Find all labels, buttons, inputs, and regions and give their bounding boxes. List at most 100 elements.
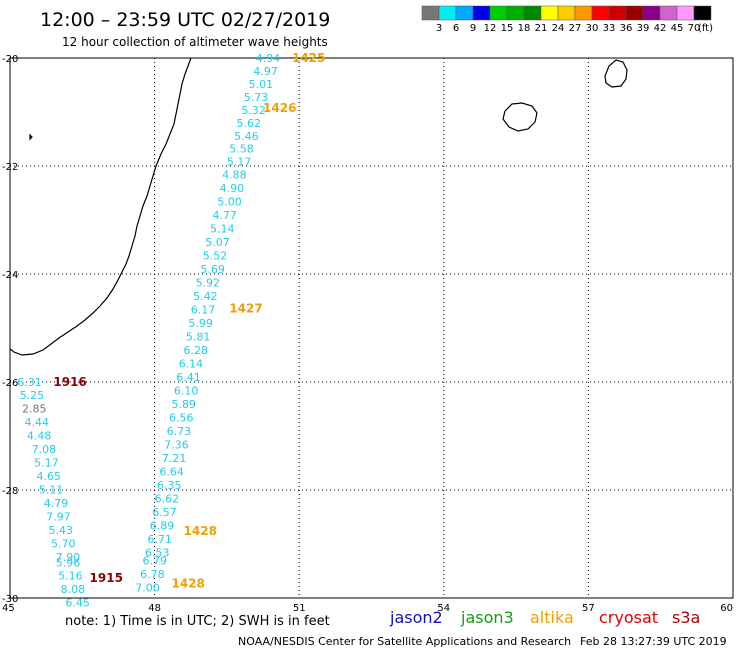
wave-height-label: 5.62 xyxy=(237,117,261,130)
wave-height-label: 7.90 xyxy=(56,551,81,564)
wave-height-label: 5.17 xyxy=(227,156,252,169)
wave-height-label: 4.77 xyxy=(212,209,237,222)
latitude-tick-label: -24 xyxy=(2,270,18,281)
orbit-pass-label: 1428 xyxy=(184,524,217,538)
wave-height-label: 5.89 xyxy=(171,398,196,411)
wave-height-label: 6.28 xyxy=(184,344,209,357)
wave-height-label: 4.94 xyxy=(256,52,281,65)
orbit-track-labels: 1425 1426 1427 1428 1428 1916 1915 xyxy=(53,51,325,590)
colorbar-swatch xyxy=(438,5,457,21)
wave-height-label: 5.73 xyxy=(244,91,269,104)
satellite-legend-jason2: jason2 xyxy=(389,608,443,627)
longitude-tick-label: 54 xyxy=(437,603,450,614)
wave-height-label: 7.00 xyxy=(135,582,160,595)
colorbar-label: 70 xyxy=(688,23,701,34)
colorbar-label: 9 xyxy=(470,23,476,34)
chart-subtitle: 12 hour collection of altimeter wave hei… xyxy=(62,35,328,49)
wave-height-label: 5.01 xyxy=(249,78,274,91)
colorbar-label: 18 xyxy=(518,23,531,34)
orbit-pass-label: 1428 xyxy=(171,576,204,590)
wave-height-label: 4.97 xyxy=(253,65,278,78)
wave-height-label: 6.41 xyxy=(176,371,201,384)
colorbar-swatch xyxy=(421,5,440,21)
wave-height-label: 4.44 xyxy=(24,416,49,429)
colorbar-swatch xyxy=(693,5,712,21)
colorbar-label: 21 xyxy=(535,23,548,34)
longitude-tick-label: 57 xyxy=(582,603,595,614)
wave-height-label: 4.65 xyxy=(37,470,62,483)
wave-height-label: 6.14 xyxy=(179,358,204,371)
colorbar-label: 15 xyxy=(501,23,514,34)
wave-height-label: 5.11 xyxy=(39,483,64,496)
wave-height-label: 4.90 xyxy=(220,182,245,195)
wave-height-label: 6.89 xyxy=(150,520,175,533)
latitude-tick-label: -20 xyxy=(2,54,18,65)
colorbar-swatch xyxy=(472,5,491,21)
wave-height-label: 5.32 xyxy=(241,104,265,117)
wave-height-label: 6.53 xyxy=(145,547,170,560)
orbit-pass-label: 1425 xyxy=(292,51,325,65)
reunion-coastline xyxy=(502,102,538,132)
wave-height-label: 5.42 xyxy=(193,290,218,303)
madagascar-coastline xyxy=(9,57,192,356)
wave-height-label: 5.81 xyxy=(186,331,211,344)
wave-height-label: 7.08 xyxy=(32,443,57,456)
lat-lon-grid xyxy=(10,58,733,598)
satellite-legend: jason2 jason3 altika cryosat s3a xyxy=(389,608,700,627)
wave-height-label: 5.46 xyxy=(234,130,259,143)
wave-height-label: 5.92 xyxy=(196,277,221,290)
wave-height-label: 6.78 xyxy=(140,568,165,581)
wave-height-label: 5.43 xyxy=(49,524,73,537)
colorbar-swatch xyxy=(625,5,644,21)
wave-height-label: 6.79 xyxy=(143,555,168,568)
wave-height-label: 5.70 xyxy=(51,537,76,550)
longitude-tick-label: 51 xyxy=(293,603,306,614)
longitude-tick-label: 48 xyxy=(148,603,161,614)
colorbar-label: 42 xyxy=(654,23,667,34)
latitude-tick-labels: -20 -22 -24 -26 -28 -30 xyxy=(2,54,18,605)
wave-height-label: 6.17 xyxy=(191,304,216,317)
colorbar-swatch xyxy=(489,5,508,21)
orbit-pass-label: 1427 xyxy=(229,302,262,316)
latitude-tick-label: -26 xyxy=(2,378,18,389)
wave-height-label: 5.58 xyxy=(229,143,254,156)
satellite-legend-s3a: s3a xyxy=(672,608,700,627)
wave-height-label: 5.00 xyxy=(217,196,242,209)
wave-height-label: 5.17 xyxy=(34,456,59,469)
mauritius-coastline xyxy=(604,59,628,88)
colorbar-label: 39 xyxy=(637,23,650,34)
colorbar-label: 36 xyxy=(620,23,633,34)
wave-height-label: 7.36 xyxy=(164,439,189,452)
colorbar-label: 12 xyxy=(484,23,497,34)
colorbar-swatch xyxy=(659,5,678,21)
wave-height-label: 7.21 xyxy=(162,452,187,465)
colorbar-legend: 3 6 9 12 15 18 21 24 27 30 33 36 39 42 45 70(ft) xyxy=(421,5,713,34)
wave-height-label: 6.71 xyxy=(147,533,172,546)
colorbar-label: 6 xyxy=(453,23,459,34)
wave-height-label: 5.69 xyxy=(200,263,225,276)
longitude-tick-label: 45 xyxy=(2,603,15,614)
wave-height-label: 6.35 xyxy=(157,479,182,492)
colorbar-swatch xyxy=(455,5,474,21)
satellite-legend-altika: altika xyxy=(530,608,574,627)
colorbar-label: 45 xyxy=(671,23,684,34)
wave-height-label: 5.16 xyxy=(58,569,82,582)
colorbar-swatch xyxy=(506,5,525,21)
colorbar-swatch xyxy=(540,5,559,21)
wave-height-label: 4.88 xyxy=(222,169,247,182)
latitude-tick-label: -22 xyxy=(2,162,18,173)
coastlines xyxy=(9,57,628,356)
longitude-tick-labels: 45 48 51 54 57 60 xyxy=(2,603,733,614)
wave-height-label: 7.97 xyxy=(46,510,71,523)
footnote: note: 1) Time is in UTC; 2) SWH is in fe… xyxy=(65,614,330,629)
chart-title: 12:00 – 23:59 UTC 02/27/2019 xyxy=(40,9,330,31)
latitude-tick-label: -28 xyxy=(2,486,18,497)
wave-height-label: 8.08 xyxy=(61,583,86,596)
wave-height-label: 4.48 xyxy=(27,429,52,442)
wave-height-label: 6.45 xyxy=(65,596,90,609)
wave-height-label: 2.85 xyxy=(22,402,47,415)
colorbar-label: 24 xyxy=(552,23,565,34)
small-island xyxy=(29,133,33,141)
wave-height-label: 6.73 xyxy=(167,425,192,438)
